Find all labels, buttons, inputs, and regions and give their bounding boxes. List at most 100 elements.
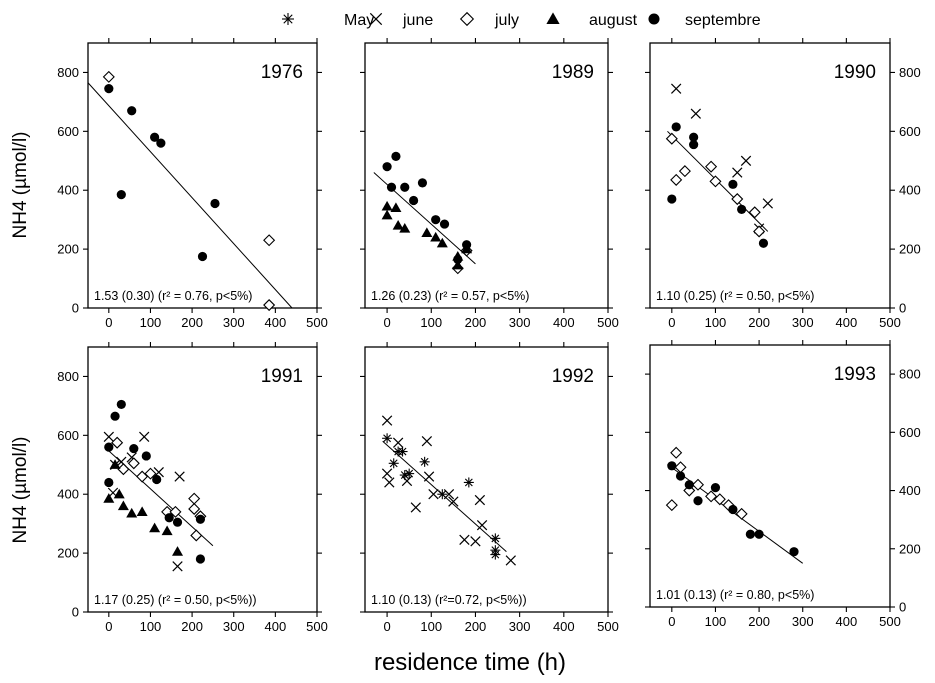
x-tick-label: 500 <box>597 619 619 634</box>
data-point <box>689 132 699 142</box>
data-point <box>421 227 433 238</box>
data-point <box>762 198 773 209</box>
series-july <box>102 70 276 312</box>
panel-year: 1990 <box>834 62 876 83</box>
data-point <box>195 514 206 524</box>
data-point <box>417 178 428 188</box>
y-tick-label: 0 <box>899 600 906 615</box>
legend-item-septembre: septembre <box>648 12 761 29</box>
panel-1989: 0 100 200 300 400 500 1989 1.26 (0.23) (r² = 0.… <box>360 38 619 330</box>
data-point <box>113 488 125 499</box>
panel-frame <box>87 42 318 309</box>
series-june <box>381 415 516 566</box>
data-point <box>728 504 738 515</box>
data-point <box>753 225 766 238</box>
data-point <box>172 546 184 556</box>
data-point <box>136 506 148 517</box>
data-point <box>670 173 683 186</box>
data-point <box>390 202 402 213</box>
data-point <box>116 190 126 200</box>
data-point <box>745 529 755 539</box>
data-point <box>728 179 738 189</box>
data-point <box>748 206 761 219</box>
y-tick-label: 200 <box>57 546 79 561</box>
y-tick-label: 800 <box>57 369 79 384</box>
data-point <box>690 108 701 119</box>
x-tick-label: 0 <box>105 315 112 330</box>
data-point <box>149 522 161 533</box>
data-point <box>152 474 162 485</box>
data-point <box>172 561 183 572</box>
y-tick-label: 200 <box>899 242 921 257</box>
data-point <box>740 155 752 166</box>
y-tick-label: 600 <box>899 124 921 139</box>
data-point <box>169 505 182 518</box>
regression-stats: 1.01 (0.13) (r² = 0.80, p<5%) <box>656 588 814 602</box>
legend-label: May <box>344 12 374 29</box>
data-point <box>671 83 682 94</box>
x-tick-label: 400 <box>836 315 858 330</box>
data-point <box>104 477 114 488</box>
asterisk-marker <box>282 13 294 25</box>
panel-frame <box>364 346 609 613</box>
x-tick-label: 100 <box>705 315 727 330</box>
data-point <box>474 494 486 506</box>
x-tick-label: 400 <box>553 619 575 634</box>
panel-1992: 0 100 200 300 400 500 1992 1.10 (0.13) (r²=0.72… <box>360 342 619 634</box>
legend-label: septembre <box>685 12 761 29</box>
data-point <box>127 457 140 470</box>
data-point <box>392 220 404 230</box>
diamond-open-marker <box>459 11 475 27</box>
data-point <box>443 489 455 500</box>
data-point <box>109 459 121 469</box>
y-tick-label: 400 <box>899 483 921 498</box>
data-point <box>141 451 151 461</box>
data-point <box>691 478 705 491</box>
panel-frame <box>649 344 891 608</box>
x-tick-label: 200 <box>748 614 770 629</box>
data-point <box>684 480 694 490</box>
data-point <box>391 151 401 161</box>
legend-label: june <box>402 12 433 29</box>
circle-filled-marker <box>648 13 660 25</box>
series-septembre <box>667 461 799 557</box>
data-point <box>381 209 393 220</box>
regression-stats: 1.10 (0.13) (r²=0.72, p<5%)) <box>371 593 527 607</box>
data-point <box>103 431 114 442</box>
y-tick-label: 0 <box>72 301 79 316</box>
data-point <box>710 483 721 493</box>
data-point <box>161 525 173 536</box>
data-point <box>127 106 137 116</box>
series-septembre <box>382 151 472 265</box>
panel-1976: 0 100 200 300 400 500 0 200 400 600 800 1976 1.53 (0… <box>57 38 328 330</box>
data-point <box>144 467 157 480</box>
data-point <box>190 529 203 542</box>
series-septembre <box>104 84 220 262</box>
panel-1991: 0 100 200 300 400 500 0 200 400 600 800 1991 1.17 (0… <box>57 342 328 634</box>
data-point <box>116 399 126 410</box>
x-tick-label: 500 <box>879 614 901 629</box>
regression-stats: 1.10 (0.25) (r² = 0.50, p<5%) <box>656 289 814 303</box>
series-july <box>111 436 207 542</box>
x-tick-label: 400 <box>265 315 287 330</box>
x-axis-label: residence time (h) <box>374 649 566 676</box>
data-point <box>117 463 130 476</box>
data-point <box>102 70 115 83</box>
y-tick-label: 200 <box>57 242 79 257</box>
legend-item-may: May <box>282 12 374 29</box>
y-tick-label: 200 <box>899 541 921 556</box>
data-point <box>104 442 114 452</box>
series-june <box>671 83 773 234</box>
data-point <box>381 415 393 426</box>
data-point <box>448 496 459 507</box>
data-point <box>384 477 395 488</box>
data-point <box>705 490 718 503</box>
regression-line <box>667 463 804 564</box>
y-tick-label: 600 <box>899 425 921 440</box>
panel-year: 1993 <box>834 364 876 385</box>
data-point <box>671 122 681 132</box>
data-point <box>409 195 419 206</box>
x-tick-label: 100 <box>420 315 442 330</box>
